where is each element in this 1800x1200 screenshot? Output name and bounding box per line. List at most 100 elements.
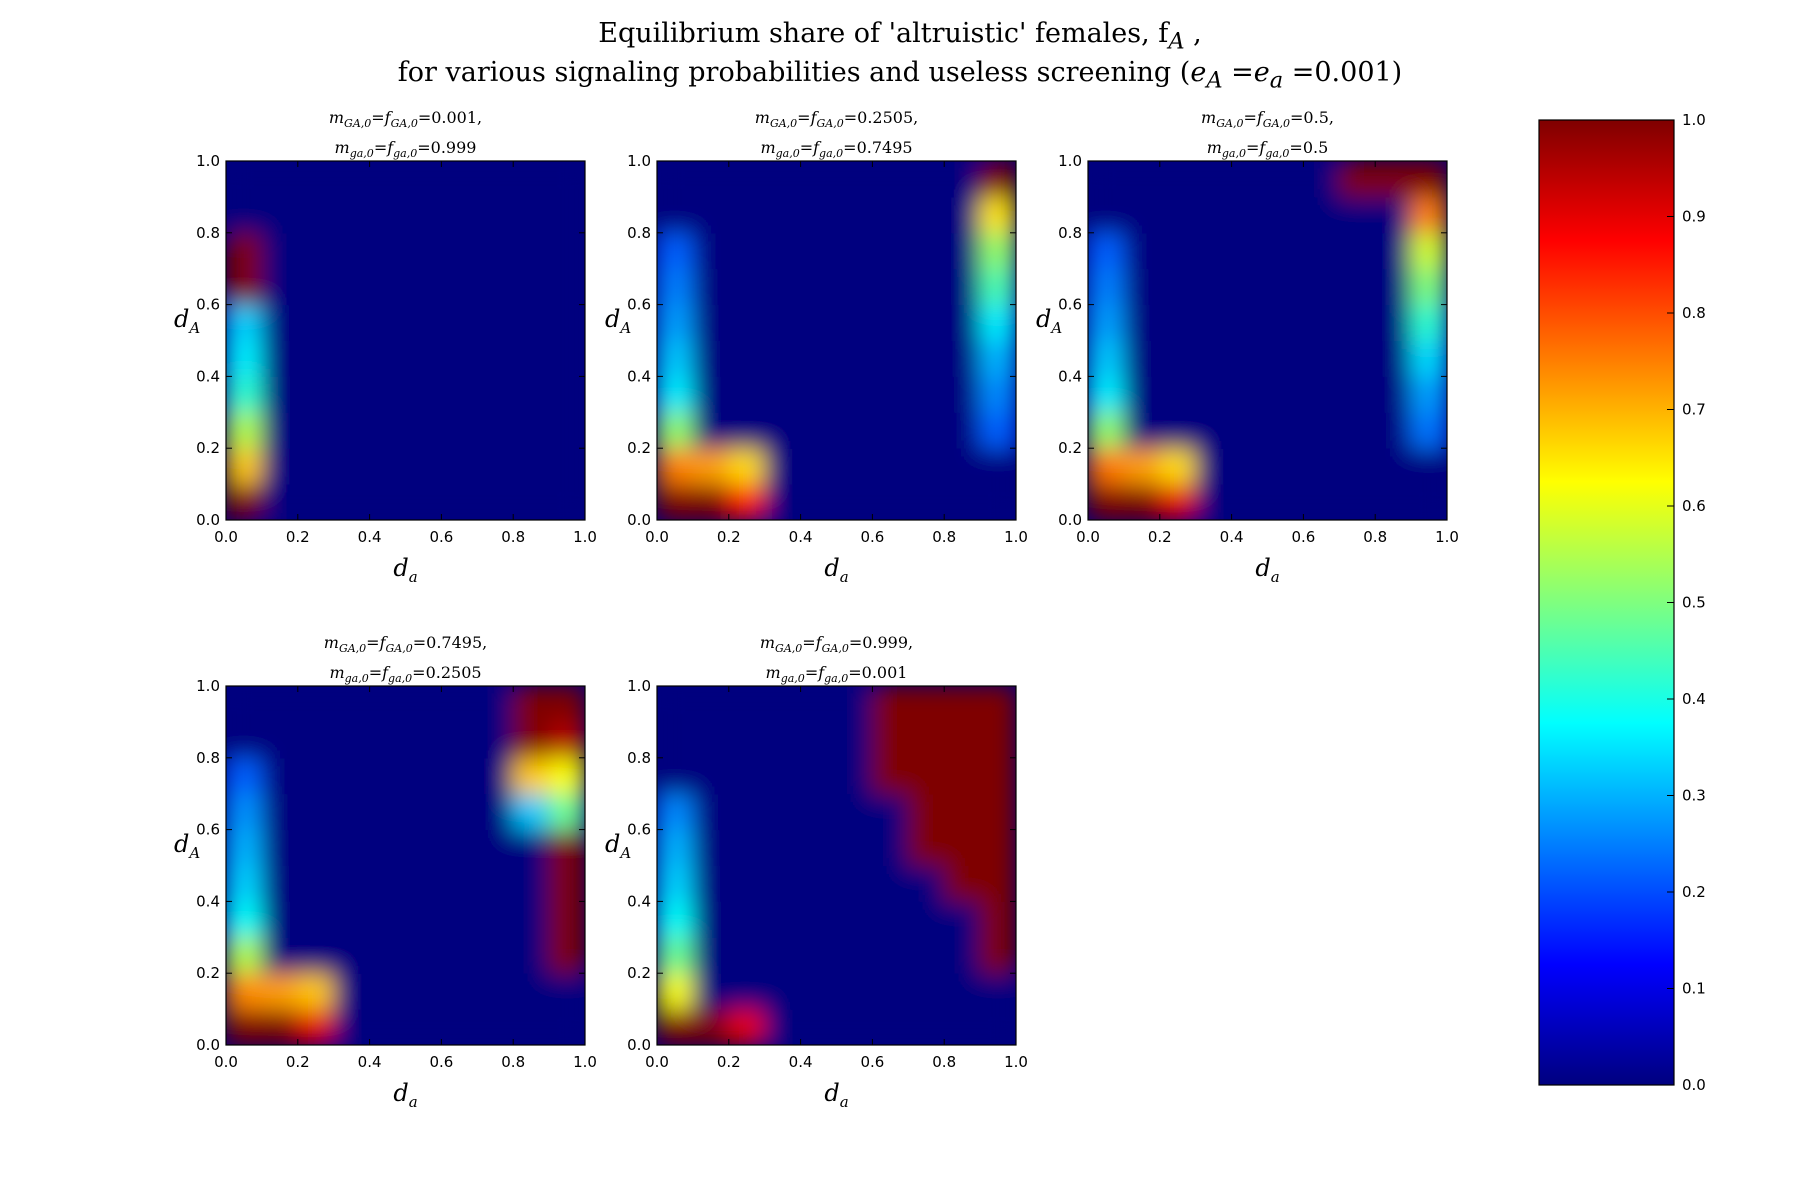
heatmap-cell bbox=[728, 375, 766, 413]
heatmap-cell bbox=[871, 340, 909, 377]
heatmap-cell bbox=[1302, 447, 1340, 485]
x-tick-label: 0.8 bbox=[932, 1053, 956, 1071]
heatmap-cell bbox=[1195, 232, 1233, 270]
heatmap-cell bbox=[369, 268, 406, 306]
heatmap-cell bbox=[800, 865, 837, 902]
heatmap-cell bbox=[369, 1008, 406, 1045]
heatmap-cell bbox=[836, 757, 873, 795]
heatmap-cell bbox=[943, 196, 981, 234]
heatmap-cell bbox=[333, 304, 371, 341]
heatmap-cell bbox=[1159, 268, 1197, 306]
heatmap-panel-3: 0.0 0.2 0.4 0.6 0.8 1.0 0.0 0.2 0.4 0.6 0.8 1.0 da dA… bbox=[1036, 108, 1459, 586]
y-tick-label: 0.6 bbox=[627, 296, 651, 314]
heatmap-cell bbox=[871, 268, 909, 306]
heatmap-cell bbox=[728, 865, 766, 902]
heatmap-cell bbox=[1088, 232, 1125, 270]
heatmap-cell bbox=[1410, 447, 1447, 485]
title-math: e bbox=[1190, 57, 1207, 88]
heatmap-cell bbox=[692, 411, 730, 449]
x-tick-label: 0.4 bbox=[358, 1053, 382, 1071]
heatmap-cell bbox=[1231, 161, 1268, 198]
heatmap-panel-4: 0.0 0.2 0.4 0.6 0.8 1.0 0.0 0.2 0.4 0.6 0.8 1.0 da dA… bbox=[174, 633, 597, 1111]
heatmap-cell bbox=[907, 900, 945, 938]
heatmap-cell bbox=[261, 972, 299, 1010]
heatmap-cell bbox=[1123, 340, 1161, 377]
heatmap-cell bbox=[764, 232, 802, 270]
heatmap-cell bbox=[800, 686, 837, 723]
heatmap-cell bbox=[1195, 304, 1233, 341]
x-tick-label: 0.2 bbox=[717, 528, 741, 546]
heatmap-cell bbox=[836, 1008, 873, 1045]
heatmap-cell bbox=[297, 304, 335, 341]
heatmap-cell bbox=[1267, 483, 1304, 520]
heatmap-cell bbox=[728, 900, 766, 938]
heatmap-cell bbox=[333, 483, 371, 520]
heatmap-cell bbox=[512, 161, 550, 198]
heatmap-cell bbox=[297, 686, 335, 723]
heatmap-cell bbox=[764, 304, 802, 341]
heatmap-cell bbox=[871, 375, 909, 413]
heatmap-cell bbox=[1159, 447, 1197, 485]
heatmap-cell bbox=[800, 936, 837, 974]
heatmap-cell bbox=[297, 972, 335, 1010]
heatmap-cell bbox=[548, 936, 585, 974]
heatmap-cell bbox=[440, 686, 478, 723]
heatmap-cell bbox=[943, 829, 981, 866]
heatmap-cell bbox=[1374, 268, 1412, 306]
heatmap-cell bbox=[907, 232, 945, 270]
x-tick-label: 0.8 bbox=[501, 1053, 525, 1071]
panel-title-line-2: mga,0=fga,0=0.999 bbox=[335, 138, 477, 160]
heatmap-cell bbox=[297, 793, 335, 831]
heatmap-cell bbox=[657, 268, 694, 306]
heatmap-cell bbox=[548, 483, 585, 520]
heatmap-cell bbox=[548, 340, 585, 377]
heatmap-cell bbox=[261, 340, 299, 377]
heatmap-cell bbox=[226, 268, 263, 306]
heatmap-cell bbox=[800, 972, 837, 1010]
heatmap-cell bbox=[548, 793, 585, 831]
heatmap-cell bbox=[979, 304, 1016, 341]
heatmap-cell bbox=[369, 483, 406, 520]
panel-title-line-2: mga,0=fga,0=0.7495 bbox=[760, 138, 912, 160]
heatmap-cell bbox=[1159, 340, 1197, 377]
heatmap-cell bbox=[226, 972, 263, 1010]
heatmap-cell bbox=[871, 196, 909, 234]
x-tick-label: 0.0 bbox=[214, 1053, 238, 1071]
heatmap-cell bbox=[476, 865, 514, 902]
heatmap-cell bbox=[1374, 232, 1412, 270]
heatmap-cell bbox=[512, 196, 550, 234]
heatmap-cell bbox=[1338, 161, 1376, 198]
heatmap-cell bbox=[440, 196, 478, 234]
heatmap-cell bbox=[512, 411, 550, 449]
heatmap-cell bbox=[476, 829, 514, 866]
heatmap-cell bbox=[979, 268, 1016, 306]
heatmap-cell bbox=[800, 721, 837, 759]
heatmap-cell bbox=[764, 936, 802, 974]
panel-title-line-1: mGA,0=fGA,0=0.001, bbox=[329, 108, 482, 130]
heatmap-cell bbox=[440, 793, 478, 831]
heatmap-cell bbox=[333, 793, 371, 831]
heatmap-cell bbox=[836, 196, 873, 234]
heatmap-cell bbox=[297, 196, 335, 234]
y-tick-label: 0.2 bbox=[196, 439, 220, 457]
heatmap-cell bbox=[871, 161, 909, 198]
heatmap-cell bbox=[548, 447, 585, 485]
heatmap-cell bbox=[512, 1008, 550, 1045]
heatmap-cell bbox=[657, 1008, 694, 1045]
colorbar: 0.0 0.1 0.2 0.3 0.4 0.5 0.6 0.7 0.8 0.9 1.0 bbox=[1538, 111, 1706, 1094]
heatmap-cell bbox=[1410, 375, 1447, 413]
heatmap-cell bbox=[836, 161, 873, 198]
heatmap-cell bbox=[226, 936, 263, 974]
heatmap-cell bbox=[943, 375, 981, 413]
x-tick-label: 0.4 bbox=[1220, 528, 1244, 546]
heatmap-cell bbox=[333, 829, 371, 866]
y-tick-label: 1.0 bbox=[1058, 152, 1082, 170]
colorbar-tick-label: 0.0 bbox=[1682, 1076, 1706, 1094]
heatmap-cell bbox=[907, 721, 945, 759]
heatmap-cell bbox=[226, 1008, 263, 1045]
heatmap-cell bbox=[476, 936, 514, 974]
heatmap-cell bbox=[1088, 483, 1125, 520]
heatmap-cell bbox=[512, 900, 550, 938]
title-text-end: , bbox=[1184, 18, 1202, 49]
heatmap-cell bbox=[871, 483, 909, 520]
